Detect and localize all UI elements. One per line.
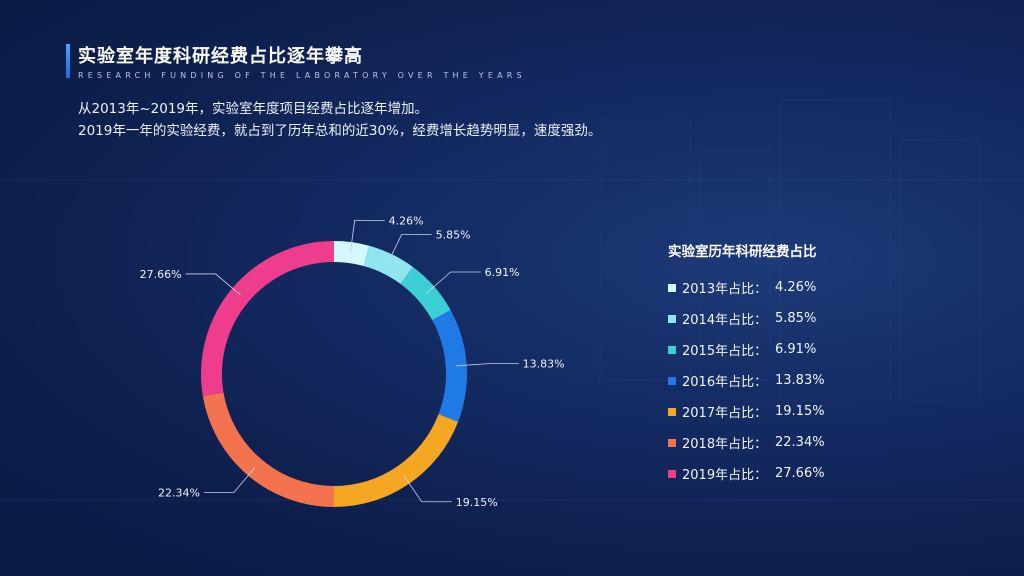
slice-label-0: 4.26% [389, 214, 424, 227]
slice-label-6: 27.66% [140, 268, 182, 281]
slice-label-4: 19.15% [456, 496, 498, 509]
legend-item-0: 2013年占比： 4.26% [668, 272, 825, 303]
legend-value-6: 27.66% [775, 466, 825, 481]
legend-title: 实验室历年科研经费占比 [668, 244, 817, 260]
chart-legend: 实验室历年科研经费占比 2013年占比： 4.26% 2014年占比： 5.85% 20… [668, 240, 825, 489]
donut-slice-3 [432, 310, 467, 422]
description: 从2013年~2019年，实验室年度项目经费占比逐年增加。 2019年一年的实验… [78, 98, 601, 142]
donut-slice-4 [334, 414, 459, 507]
legend-label-1: 2014年占比： [682, 313, 768, 328]
legend-label-2: 2015年占比： [682, 344, 768, 359]
legend-swatch-0 [668, 283, 676, 292]
donut-slice-1 [363, 245, 413, 284]
legend-label-3: 2016年占比： [682, 375, 768, 390]
leader-line-6 [185, 273, 241, 296]
legend-item-2: 2015年占比： 6.91% [668, 334, 825, 365]
legend-label-6: 2019年占比： [682, 468, 768, 483]
legend-item-1: 2014年占比： 5.85% [668, 303, 825, 334]
leader-line-4 [403, 474, 452, 503]
donut-slice-2 [400, 266, 451, 321]
legend-value-2: 6.91% [775, 342, 817, 357]
legend-value-3: 13.83% [775, 373, 825, 388]
leader-line-1 [387, 234, 432, 264]
page-subtitle: RESEARCH FUNDING OF THE LABORATORY OVER … [78, 71, 526, 80]
legend-swatch-3 [668, 376, 676, 385]
legend-label-5: 2018年占比： [682, 437, 768, 452]
leader-line-2 [425, 271, 481, 294]
legend-value-0: 4.26% [775, 280, 817, 295]
legend-swatch-1 [668, 314, 676, 323]
legend-item-3: 2016年占比： 13.83% [668, 365, 825, 396]
leader-line-0 [349, 219, 385, 253]
leader-line-5 [203, 467, 256, 493]
legend-swatch-4 [668, 407, 676, 416]
slice-label-5: 22.34% [158, 486, 200, 499]
leader-line-3 [456, 363, 519, 367]
title-accent-bar [66, 44, 70, 78]
legend-value-4: 19.15% [775, 404, 825, 419]
description-line-2: 2019年一年的实验经费，就占到了历年总和的近30%，经费增长趋势明显，速度强劲… [78, 123, 602, 139]
legend-item-6: 2019年占比： 27.66% [668, 458, 825, 489]
slice-label-1: 5.85% [436, 229, 471, 242]
legend-label-4: 2017年占比： [682, 406, 768, 421]
legend-swatch-2 [668, 345, 676, 354]
legend-swatch-6 [668, 469, 676, 478]
legend-label-0: 2013年占比： [682, 282, 768, 297]
donut-slice-5 [202, 392, 334, 507]
legend-value-1: 5.85% [775, 311, 817, 326]
page-title: 实验室年度科研经费占比逐年攀高 [78, 46, 363, 67]
legend-value-5: 22.34% [775, 435, 825, 450]
description-line-1: 从2013年~2019年，实验室年度项目经费占比逐年增加。 [78, 101, 429, 117]
slice-label-3: 13.83% [523, 358, 565, 371]
legend-swatch-5 [668, 438, 676, 447]
legend-item-5: 2018年占比： 22.34% [668, 427, 825, 458]
donut-slice-6 [200, 241, 334, 397]
donut-slice-0 [334, 241, 370, 266]
slice-label-2: 6.91% [485, 266, 520, 279]
legend-item-4: 2017年占比： 19.15% [668, 396, 825, 427]
